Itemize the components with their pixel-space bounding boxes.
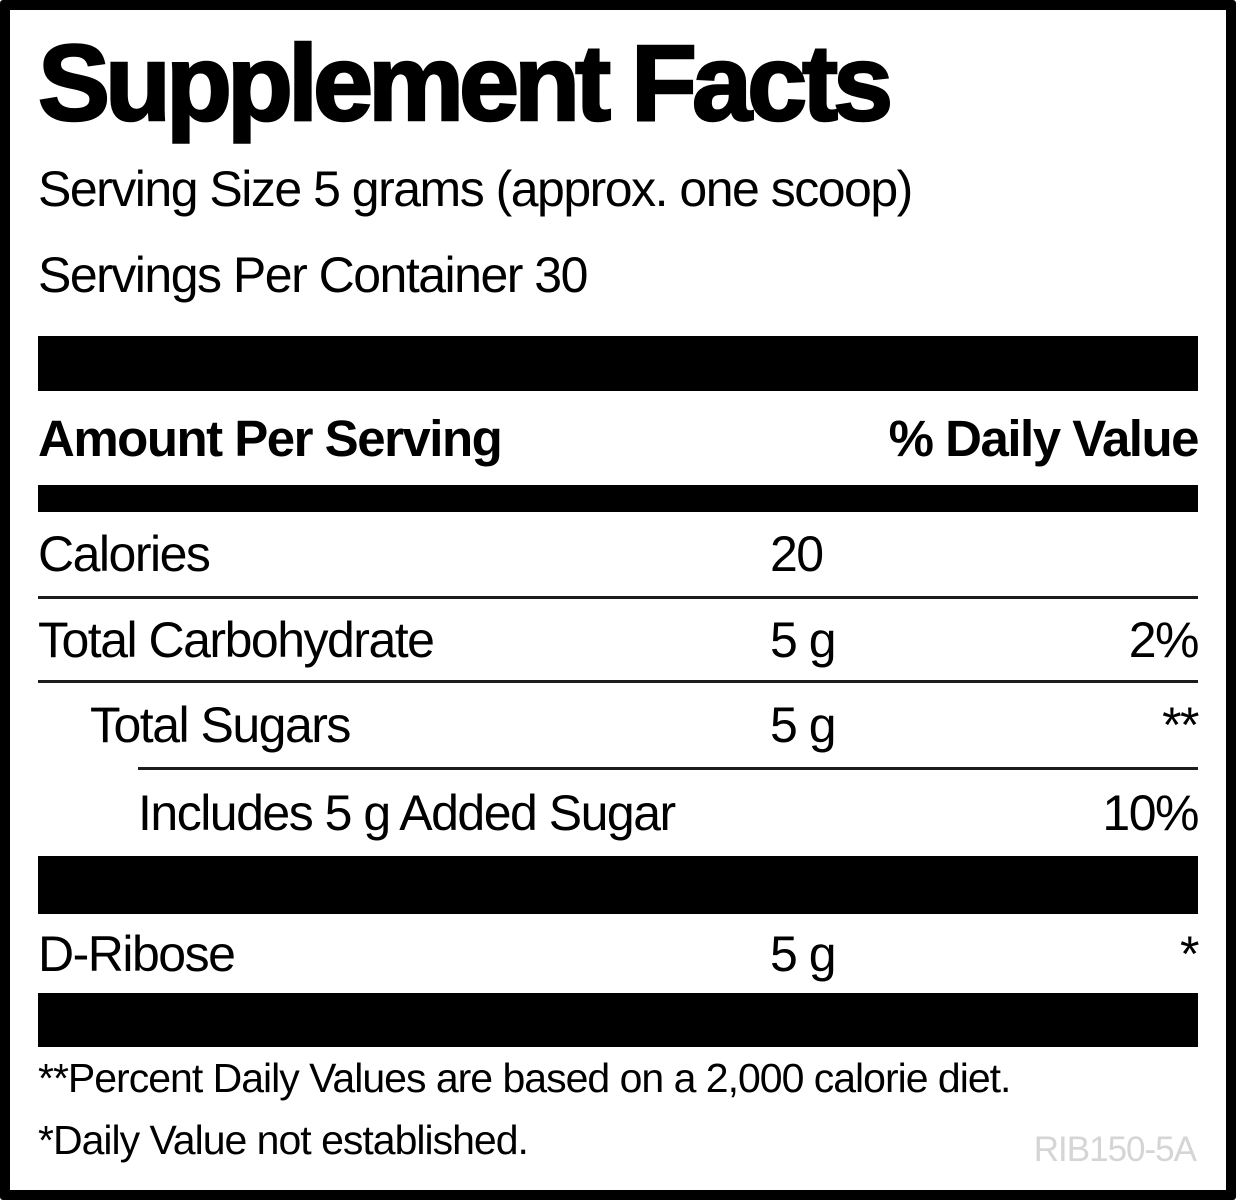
column-header-amount-per-serving: Amount Per Serving (38, 409, 503, 467)
product-code: RIB150-5A (1033, 1130, 1197, 1169)
nutrient-row-calories: Calories 20 (38, 512, 1198, 596)
separator-bar-middle (38, 856, 1198, 914)
nutrient-name: Total Carbohydrate (38, 611, 435, 668)
nutrient-daily-value: 10% (1102, 785, 1199, 841)
footnote-daily-value-not-established: *Daily Value not established. (38, 1116, 529, 1163)
nutrient-row-added-sugar: Includes 5 g Added Sugar 10% (38, 770, 1199, 856)
separator-bar-header (38, 485, 1198, 512)
nutrient-name: Total Sugars (90, 697, 351, 753)
nutrient-row-d-ribose: D-Ribose 5 g * (38, 914, 1199, 993)
nutrient-row-total-sugars: Total Sugars 5 g ** (38, 683, 1199, 767)
nutrient-amount: 5 g (770, 925, 837, 982)
divider-indented (138, 767, 1198, 770)
nutrient-row-total-carbohydrate: Total Carbohydrate 5 g 2% (38, 599, 1200, 680)
nutrient-name: D-Ribose (38, 925, 236, 982)
servings-per-container-text: Servings Per Container 30 (38, 247, 588, 303)
nutrient-daily-value: ** (1162, 697, 1199, 753)
divider (38, 680, 1198, 683)
label-title: Supplement Facts (37, 20, 895, 144)
nutrient-name: Includes 5 g Added Sugar (138, 785, 676, 841)
separator-bar-bottom (38, 993, 1198, 1047)
separator-bar-top (38, 336, 1198, 391)
nutrient-daily-value: 2% (1128, 611, 1200, 668)
nutrient-daily-value: * (1180, 925, 1199, 982)
nutrient-amount: 20 (770, 526, 824, 582)
divider (38, 596, 1198, 599)
footnote-percent-daily-values: **Percent Daily Values are based on a 2,… (38, 1054, 1011, 1101)
nutrient-amount: 5 g (770, 611, 837, 668)
nutrient-amount: 5 g (770, 697, 837, 753)
nutrient-name: Calories (38, 526, 211, 582)
column-header-daily-value: % Daily Value (888, 409, 1200, 467)
serving-size-text: Serving Size 5 grams (approx. one scoop) (38, 161, 913, 217)
column-header-row: Amount Per Serving % Daily Value (38, 391, 1200, 485)
